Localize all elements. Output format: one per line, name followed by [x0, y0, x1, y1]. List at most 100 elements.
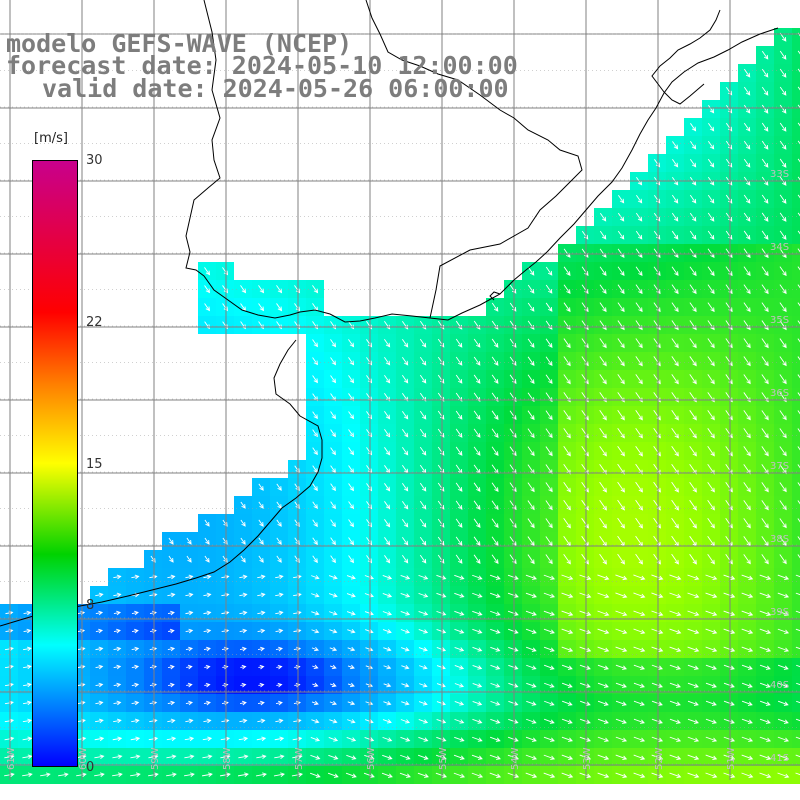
wind-arrow: [687, 592, 700, 599]
wind-arrow: [489, 592, 501, 598]
wind-arrow: [579, 736, 591, 742]
wind-arrow: [795, 754, 800, 758]
wind-arrow: [635, 553, 643, 565]
wind-arrow: [310, 737, 321, 742]
wind-arrow: [796, 664, 800, 668]
wind-arrow: [617, 445, 625, 457]
wind-arrow: [759, 718, 771, 724]
wind-arrow: [130, 772, 141, 777]
wind-arrow: [671, 302, 679, 313]
wind-arrow: [401, 536, 409, 546]
wind-arrow: [311, 719, 320, 724]
wind-arrow: [455, 374, 463, 384]
wind-arrow: [238, 754, 249, 760]
wind-arrow: [617, 356, 625, 367]
lat-lon-grid: [0, 0, 800, 780]
wind-arrow: [437, 320, 445, 330]
wind-arrow: [436, 574, 447, 580]
wind-arrow: [635, 194, 643, 204]
wind-arrow: [705, 718, 717, 724]
wind-arrow: [276, 501, 282, 509]
wind-arrow: [255, 772, 267, 777]
wind-arrow: [761, 410, 769, 421]
wind-arrow: [779, 266, 787, 277]
wind-arrow: [419, 338, 427, 348]
wind-arrow: [779, 68, 787, 78]
wind-arrow: [240, 682, 247, 688]
wind-arrow: [525, 628, 537, 634]
wind-arrow: [258, 537, 264, 545]
lon-label: 52W: [654, 747, 665, 770]
speed-cell: [792, 46, 800, 64]
wind-arrow: [4, 772, 15, 777]
wind-arrow: [705, 592, 718, 599]
wind-arrow: [22, 772, 33, 777]
wind-arrow: [617, 266, 625, 277]
wind-arrow: [759, 610, 772, 616]
wind-arrow: [597, 628, 610, 635]
wind-arrow: [741, 610, 754, 616]
wind-arrow: [76, 772, 87, 777]
speed-cell: [792, 388, 800, 406]
wind-arrow: [526, 718, 537, 724]
wind-arrow: [240, 285, 247, 294]
wind-arrow: [777, 772, 790, 779]
wind-arrow: [384, 339, 391, 348]
wind-arrow: [113, 700, 122, 706]
wind-arrow: [312, 537, 318, 546]
wind-arrow: [312, 519, 318, 528]
wind-arrow: [777, 754, 790, 760]
wind-arrow: [761, 302, 769, 313]
wind-arrow: [561, 754, 574, 760]
wind-arrow: [219, 772, 231, 777]
wind-arrow: [599, 338, 607, 349]
wind-arrow: [4, 754, 15, 760]
wind-arrow: [239, 574, 248, 580]
wind-arrow: [777, 592, 790, 598]
speed-cell: [792, 532, 800, 550]
speed-cell: [792, 370, 800, 388]
colorbar-tick-22: 22: [86, 314, 103, 330]
wind-arrow: [330, 483, 336, 492]
wind-arrow: [689, 553, 697, 565]
wind-arrow: [383, 647, 392, 652]
wind-arrow: [545, 338, 553, 348]
wind-arrow: [294, 303, 301, 312]
wind-arrow: [472, 610, 483, 616]
speed-cell: [792, 100, 800, 118]
wind-arrow: [185, 610, 194, 616]
wind-arrow: [669, 754, 682, 760]
lat-label: 36S: [770, 388, 789, 399]
wind-arrow: [707, 302, 715, 313]
wind-arrow: [527, 284, 535, 294]
lat-label: 37S: [770, 461, 789, 472]
wind-arrow: [490, 628, 501, 634]
wind-arrow: [705, 754, 718, 760]
wind-arrow: [761, 230, 769, 240]
wind-arrow: [545, 284, 553, 294]
wind-arrow: [419, 482, 427, 492]
wind-arrow: [329, 628, 338, 634]
wind-arrow: [687, 736, 700, 742]
wind-arrow: [708, 105, 715, 114]
wind-arrow: [113, 574, 122, 580]
wind-arrow: [633, 772, 646, 779]
wind-arrow: [777, 700, 789, 706]
wind-arrow: [131, 610, 139, 616]
wind-arrow: [761, 50, 769, 60]
wind-arrow: [707, 230, 715, 240]
wind-arrow: [491, 446, 499, 457]
wind-arrow: [204, 267, 211, 276]
wind-arrow: [617, 212, 625, 222]
wind-arrow: [543, 610, 555, 616]
lon-label: 61W: [6, 747, 17, 770]
wind-arrow: [418, 574, 429, 580]
wind-arrow: [651, 718, 663, 724]
wind-arrow: [113, 628, 121, 634]
speed-cell: [792, 586, 800, 604]
wind-arrow: [112, 736, 123, 742]
wind-arrow: [95, 682, 104, 688]
wind-arrow: [507, 736, 519, 742]
wind-arrow: [401, 356, 409, 366]
